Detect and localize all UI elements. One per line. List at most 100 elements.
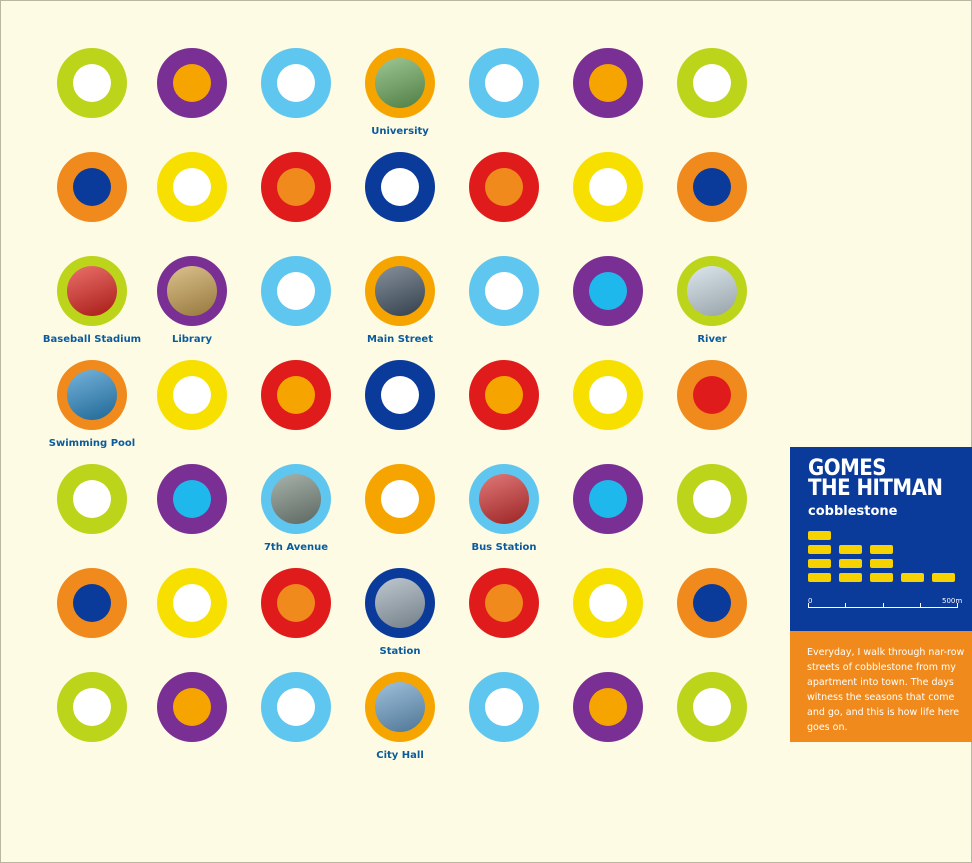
- place-label: City Hall: [376, 750, 424, 761]
- circle-center: [485, 64, 523, 102]
- color-circle: [157, 464, 227, 534]
- circle-center: [73, 480, 111, 518]
- place-label: 7th Avenue: [263, 542, 329, 553]
- circle-center: [277, 584, 315, 622]
- color-circle: [261, 48, 331, 118]
- circle-center: [485, 584, 523, 622]
- station-photo: [375, 578, 425, 628]
- color-circle: [677, 152, 747, 222]
- baseball-logo-circle: [57, 256, 127, 326]
- color-circle: [469, 152, 539, 222]
- album-subtitle: cobblestone: [808, 504, 898, 519]
- circle-center: [589, 376, 627, 414]
- color-circle: [573, 672, 643, 742]
- place-label: Baseball Stadium: [42, 334, 142, 345]
- circle-center: [173, 376, 211, 414]
- color-circle: [157, 152, 227, 222]
- avenue-photo-circle: [261, 464, 331, 534]
- place-label: Station: [379, 646, 421, 657]
- scale-bar: [808, 603, 958, 608]
- circle-center: [73, 64, 111, 102]
- city-hall-photo-circle: [365, 672, 435, 742]
- place-label: River: [697, 334, 727, 345]
- color-circle: [261, 672, 331, 742]
- circle-center: [485, 272, 523, 310]
- description-text: Everyday, I walk through nar-row streets…: [807, 647, 965, 733]
- circle-center: [73, 688, 111, 726]
- university-photo: [375, 58, 425, 108]
- river-photo-circle: [677, 256, 747, 326]
- bus-icon: [870, 573, 893, 582]
- color-circle: [677, 360, 747, 430]
- circle-center: [277, 376, 315, 414]
- circle-center: [173, 584, 211, 622]
- color-circle: [157, 672, 227, 742]
- color-circle: [677, 568, 747, 638]
- circle-center: [381, 480, 419, 518]
- circle-center: [485, 688, 523, 726]
- circle-center: [693, 376, 731, 414]
- circle-center: [381, 168, 419, 206]
- description-panel: Everyday, I walk through nar-row streets…: [790, 631, 972, 742]
- circle-center: [589, 480, 627, 518]
- university-photo-circle: [365, 48, 435, 118]
- color-circle: [469, 360, 539, 430]
- bus-icon: [839, 545, 862, 554]
- bus-icon: [901, 573, 924, 582]
- place-label: Main Street: [367, 334, 433, 345]
- river-photo: [687, 266, 737, 316]
- color-circle: [469, 256, 539, 326]
- album-title-panel: GOMES THE HITMAN cobblestone 0 500m: [790, 447, 972, 631]
- bus-photo: [479, 474, 529, 524]
- color-circle: [573, 152, 643, 222]
- bus-icon: [932, 573, 955, 582]
- color-circle: [677, 464, 747, 534]
- bus-icon: [870, 559, 893, 568]
- city-hall-photo: [375, 682, 425, 732]
- library-photo: [167, 266, 217, 316]
- bus-icon: [808, 559, 831, 568]
- color-circle: [573, 360, 643, 430]
- color-circle: [57, 48, 127, 118]
- circle-center: [173, 64, 211, 102]
- color-circle: [157, 360, 227, 430]
- color-circle: [677, 672, 747, 742]
- color-circle: [573, 256, 643, 326]
- color-circle: [57, 672, 127, 742]
- bus-icon: [870, 545, 893, 554]
- circle-center: [277, 64, 315, 102]
- album-title: GOMES THE HITMAN: [808, 456, 943, 500]
- scale-end-label: 500m: [942, 597, 963, 605]
- color-circle: [365, 464, 435, 534]
- bus-photo-circle: [469, 464, 539, 534]
- circle-center: [485, 376, 523, 414]
- color-circle: [677, 48, 747, 118]
- circle-center: [693, 688, 731, 726]
- pool-photo-circle: [57, 360, 127, 430]
- circle-center: [173, 688, 211, 726]
- color-circle: [157, 48, 227, 118]
- title-line-1: GOMES: [808, 456, 887, 481]
- circle-center: [589, 64, 627, 102]
- color-circle: [469, 672, 539, 742]
- color-circle: [469, 568, 539, 638]
- circle-center: [381, 376, 419, 414]
- circle-center: [589, 688, 627, 726]
- color-circle: [261, 360, 331, 430]
- place-label: Bus Station: [471, 542, 537, 553]
- color-circle: [365, 152, 435, 222]
- scale-start-label: 0: [808, 597, 813, 605]
- color-circle: [57, 568, 127, 638]
- baseball-logo: [67, 266, 117, 316]
- circle-center: [693, 584, 731, 622]
- place-label: Swimming Pool: [48, 438, 136, 449]
- circle-center: [277, 272, 315, 310]
- main-street-photo: [375, 266, 425, 316]
- circle-center: [73, 584, 111, 622]
- color-circle: [57, 464, 127, 534]
- circle-center: [589, 584, 627, 622]
- color-circle: [469, 48, 539, 118]
- bus-icon: [839, 559, 862, 568]
- circle-center: [589, 168, 627, 206]
- pool-photo: [67, 370, 117, 420]
